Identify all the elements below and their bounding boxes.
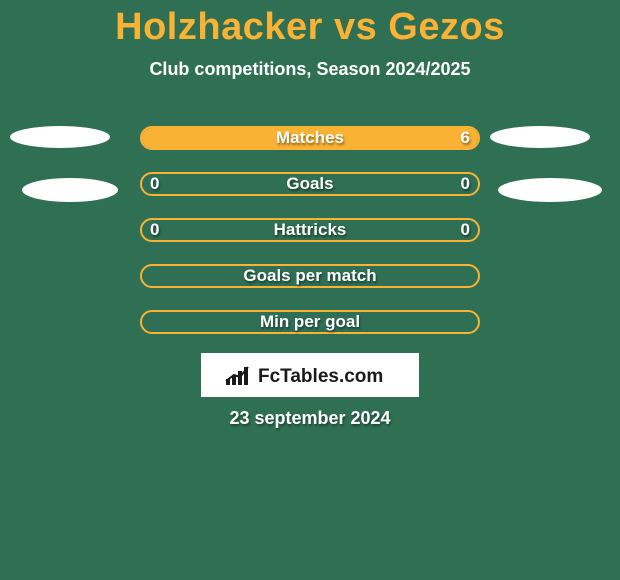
logo-text: FcTables.com [258, 366, 383, 387]
stat-value-left: 0 [150, 174, 159, 194]
comparison-card: Holzhacker vs Gezos Club competitions, S… [0, 0, 620, 580]
stat-row: Goals per match [140, 264, 480, 288]
stat-row: Matches 6 [140, 126, 480, 150]
stat-row: Hattricks 0 0 [140, 218, 480, 242]
stat-row: Goals 0 0 [140, 172, 480, 196]
stat-value-left: 0 [150, 220, 159, 240]
date-label: 23 september 2024 [0, 408, 620, 429]
stat-label: Goals [286, 174, 333, 194]
stat-value-right: 0 [461, 174, 470, 194]
stat-label: Goals per match [243, 266, 376, 286]
avatar-placeholder-right-2 [498, 178, 602, 202]
stat-value-right: 0 [461, 220, 470, 240]
stat-label: Min per goal [260, 312, 360, 332]
stat-value-right: 6 [461, 128, 470, 148]
stat-label: Matches [276, 128, 344, 148]
avatar-placeholder-right-1 [490, 126, 590, 148]
stat-label: Hattricks [274, 220, 347, 240]
avatar-placeholder-left-2 [22, 178, 118, 202]
fctables-logo: FcTables.com [201, 353, 419, 397]
avatar-placeholder-left-1 [10, 126, 110, 148]
page-title: Holzhacker vs Gezos [0, 0, 620, 49]
stat-rows: Matches 6 Goals 0 0 Hattricks 0 0 Goals per matc… [140, 126, 480, 356]
stat-row: Min per goal [140, 310, 480, 334]
page-subtitle: Club competitions, Season 2024/2025 [0, 59, 620, 80]
